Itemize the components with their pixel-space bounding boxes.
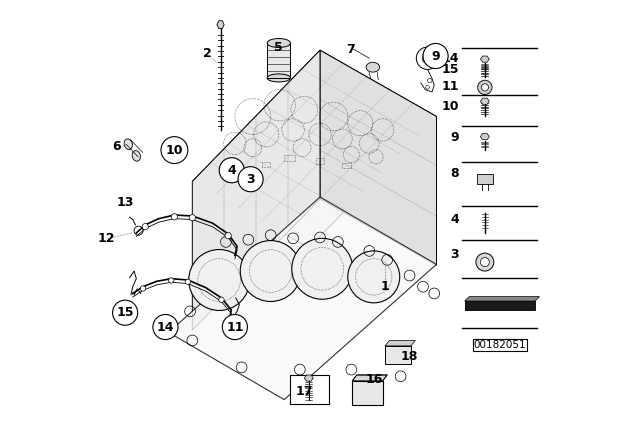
Bar: [284, 155, 296, 161]
Text: 9: 9: [431, 49, 440, 63]
Text: 10: 10: [166, 143, 183, 157]
Circle shape: [222, 314, 248, 340]
Text: 15: 15: [116, 306, 134, 319]
Text: 18: 18: [401, 349, 419, 363]
Bar: [262, 162, 270, 167]
Circle shape: [172, 214, 177, 220]
Circle shape: [153, 314, 178, 340]
Polygon shape: [192, 50, 320, 330]
Circle shape: [189, 215, 195, 221]
Polygon shape: [481, 134, 490, 140]
Circle shape: [477, 80, 492, 95]
Ellipse shape: [366, 62, 380, 72]
Text: 15: 15: [442, 63, 459, 76]
Circle shape: [113, 300, 138, 325]
Bar: [316, 158, 324, 164]
Polygon shape: [168, 197, 436, 400]
Polygon shape: [481, 98, 490, 104]
Circle shape: [481, 84, 488, 91]
Circle shape: [423, 43, 448, 69]
Circle shape: [161, 137, 188, 164]
Circle shape: [168, 278, 174, 283]
Circle shape: [481, 258, 490, 267]
Polygon shape: [385, 340, 415, 346]
Text: 14: 14: [157, 320, 174, 334]
Polygon shape: [352, 375, 387, 381]
Text: 1: 1: [381, 280, 389, 293]
Text: 8: 8: [451, 167, 459, 181]
Circle shape: [142, 224, 148, 230]
Bar: [289, 375, 329, 404]
Bar: [352, 381, 383, 405]
Circle shape: [238, 167, 263, 192]
Text: 11: 11: [442, 79, 459, 93]
Polygon shape: [305, 375, 314, 381]
Text: 4: 4: [450, 213, 459, 226]
Circle shape: [140, 286, 146, 291]
Text: 16: 16: [365, 373, 383, 387]
Polygon shape: [320, 50, 436, 265]
Bar: [267, 43, 291, 78]
Ellipse shape: [267, 39, 291, 47]
Circle shape: [185, 279, 191, 284]
Text: 10: 10: [442, 100, 459, 113]
Circle shape: [476, 253, 494, 271]
Text: 11: 11: [226, 320, 244, 334]
Circle shape: [225, 233, 231, 239]
Circle shape: [219, 297, 224, 302]
Text: 6: 6: [112, 140, 120, 154]
Circle shape: [219, 158, 244, 183]
Bar: [385, 346, 411, 364]
Text: 12: 12: [97, 232, 115, 245]
Circle shape: [240, 241, 301, 302]
Text: 7: 7: [346, 43, 355, 56]
Polygon shape: [481, 56, 490, 62]
Polygon shape: [217, 21, 224, 29]
Text: 5: 5: [275, 40, 283, 54]
Text: 14: 14: [442, 52, 459, 65]
Circle shape: [348, 251, 400, 303]
Text: 2: 2: [203, 47, 211, 60]
Circle shape: [292, 238, 353, 299]
Ellipse shape: [267, 74, 291, 82]
Text: 00182051: 00182051: [474, 340, 526, 350]
Polygon shape: [192, 50, 436, 248]
Text: 3: 3: [451, 248, 459, 261]
Text: 3: 3: [246, 172, 255, 186]
Text: 9: 9: [451, 131, 459, 145]
Text: 4: 4: [227, 164, 236, 177]
Bar: [477, 174, 493, 184]
Text: 13: 13: [116, 196, 134, 209]
Polygon shape: [465, 297, 540, 301]
Circle shape: [189, 250, 250, 310]
Ellipse shape: [124, 139, 132, 150]
Ellipse shape: [132, 151, 140, 161]
Bar: [342, 163, 351, 168]
Polygon shape: [465, 301, 535, 310]
Text: 17: 17: [296, 384, 313, 398]
